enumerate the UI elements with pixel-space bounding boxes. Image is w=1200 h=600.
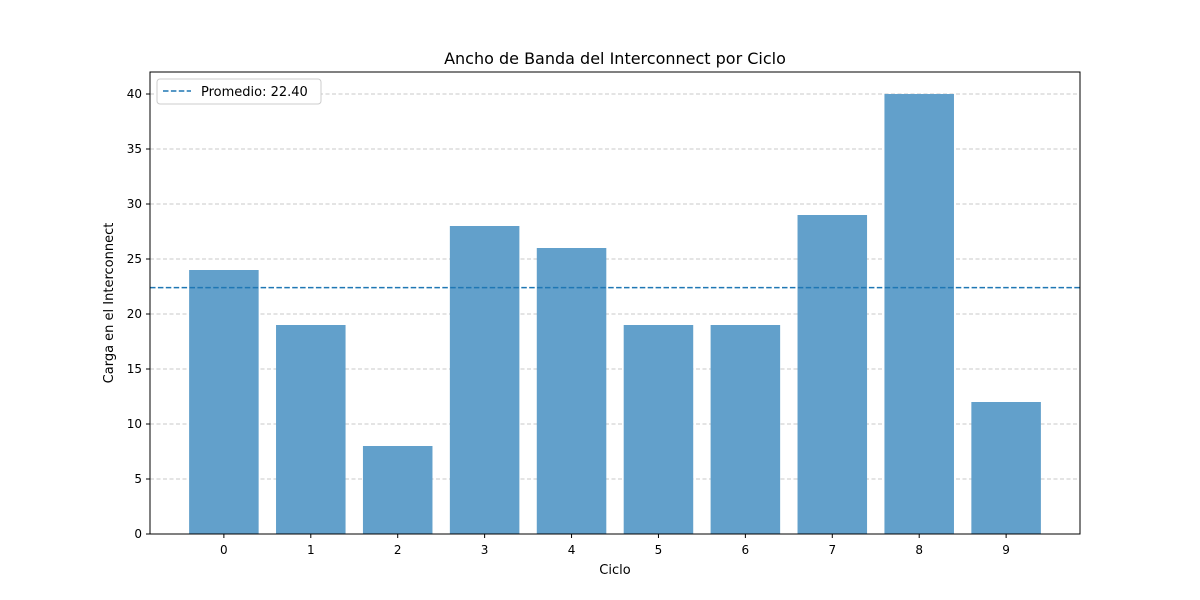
bar-ciclo-9 <box>971 402 1041 534</box>
x-tick-label: 1 <box>307 543 315 557</box>
chart-title: Ancho de Banda del Interconnect por Cicl… <box>444 49 786 68</box>
x-tick-label: 9 <box>1002 543 1010 557</box>
bar-ciclo-7 <box>797 215 868 534</box>
x-tick-label: 2 <box>394 543 402 557</box>
y-tick-label: 5 <box>134 472 142 486</box>
x-tick-label: 6 <box>742 543 750 557</box>
x-axis-label: Ciclo <box>599 563 630 578</box>
y-axis-ticks: 0 5 10 15 20 25 30 35 40 <box>127 87 150 541</box>
y-axis-label: Carga en el Interconnect <box>102 223 117 384</box>
y-tick-label: 20 <box>127 307 142 321</box>
bar-ciclo-0 <box>189 270 259 534</box>
y-tick-label: 40 <box>127 87 142 101</box>
x-axis-ticks: 0 1 2 3 4 5 6 7 8 9 <box>220 534 1010 557</box>
legend-label-average: Promedio: 22.40 <box>201 85 308 100</box>
bar-ciclo-6 <box>710 325 781 534</box>
y-tick-label: 10 <box>127 417 142 431</box>
y-tick-label: 30 <box>127 197 142 211</box>
y-tick-label: 15 <box>127 362 142 376</box>
plot-frame <box>149 71 1081 535</box>
y-tick-label: 35 <box>127 142 142 156</box>
y-tick-label: 0 <box>134 527 142 541</box>
bar-ciclo-1 <box>276 325 346 534</box>
x-tick-label: 7 <box>828 543 836 557</box>
x-tick-label: 5 <box>655 543 663 557</box>
legend: Promedio: 22.40 <box>156 78 322 105</box>
x-tick-label: 8 <box>915 543 923 557</box>
x-tick-label: 0 <box>220 543 228 557</box>
y-tick-label: 25 <box>127 252 142 266</box>
bar-ciclo-2 <box>362 446 433 534</box>
bar-ciclo-5 <box>623 325 694 534</box>
bar-ciclo-3 <box>449 226 520 534</box>
bar-ciclo-4 <box>536 248 607 534</box>
bars-layer <box>189 94 1041 534</box>
x-tick-label: 3 <box>481 543 489 557</box>
x-tick-label: 4 <box>568 543 576 557</box>
legend-box <box>156 78 322 105</box>
bar-ciclo-8 <box>884 94 954 534</box>
